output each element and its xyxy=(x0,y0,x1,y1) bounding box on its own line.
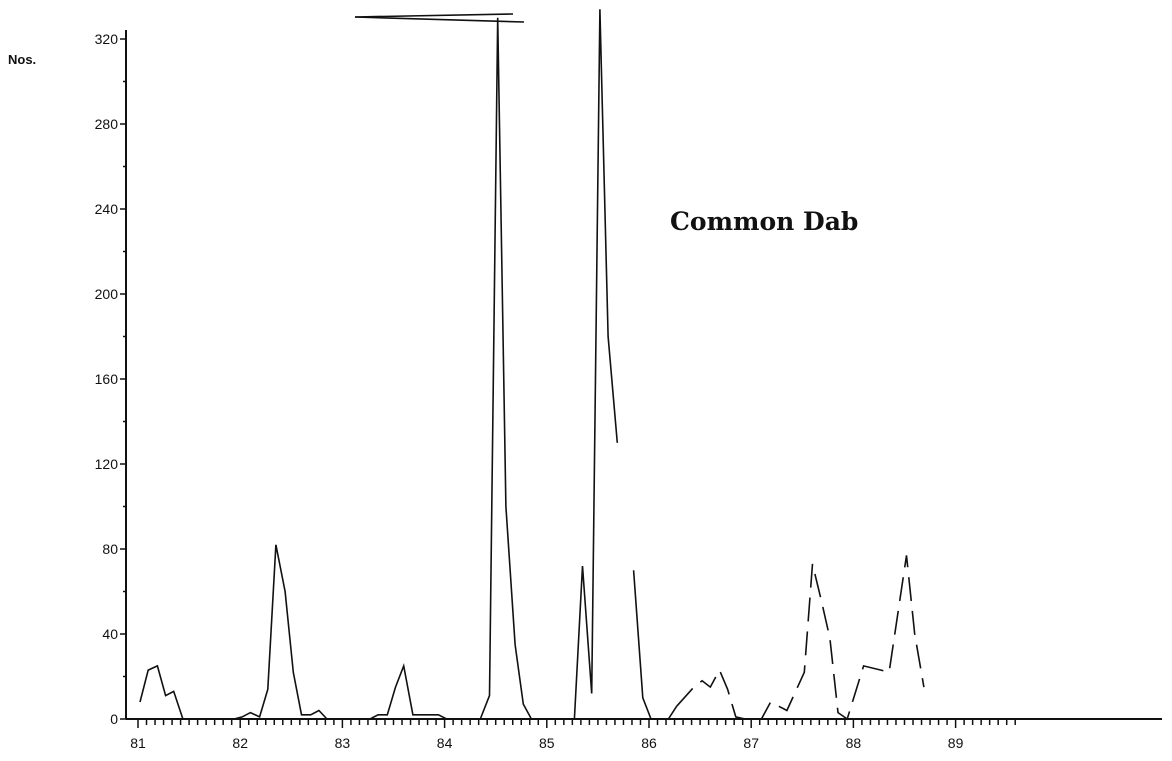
x-axis-ticks: 81 82 83 84 85 86 87 88 89 xyxy=(130,719,1016,751)
dab-series-2 xyxy=(632,570,678,720)
dab-inset-lower xyxy=(354,16,525,23)
dab-series-1 xyxy=(139,9,619,720)
y-tick-label-320: 320 xyxy=(95,31,119,47)
y-axis-label: Nos. xyxy=(8,52,36,67)
x-tick-label-81: 81 xyxy=(130,735,146,751)
dab-inset-upper xyxy=(354,13,514,18)
chart-title: Common Dab xyxy=(670,207,858,236)
x-tick-label-87: 87 xyxy=(743,735,759,751)
dab-series-3 xyxy=(676,555,925,721)
y-axis-ticks: 0 40 80 120 160 200 240 280 320 xyxy=(95,31,126,727)
y-tick-label-200: 200 xyxy=(95,286,119,302)
x-tick-label-86: 86 xyxy=(641,735,657,751)
x-tick-label-83: 83 xyxy=(335,735,351,751)
y-tick-label-280: 280 xyxy=(95,116,119,132)
x-tick-label-88: 88 xyxy=(846,735,862,751)
y-tick-label-240: 240 xyxy=(95,201,119,217)
y-tick-label-120: 120 xyxy=(95,456,119,472)
x-tick-label-84: 84 xyxy=(437,735,453,751)
series-layer xyxy=(139,9,925,721)
y-tick-label-40: 40 xyxy=(102,626,118,642)
y-tick-label-80: 80 xyxy=(102,541,118,557)
x-tick-label-82: 82 xyxy=(232,735,248,751)
y-tick-label-0: 0 xyxy=(110,711,118,727)
x-tick-label-89: 89 xyxy=(948,735,964,751)
y-tick-label-160: 160 xyxy=(95,371,119,387)
x-tick-label-85: 85 xyxy=(539,735,555,751)
